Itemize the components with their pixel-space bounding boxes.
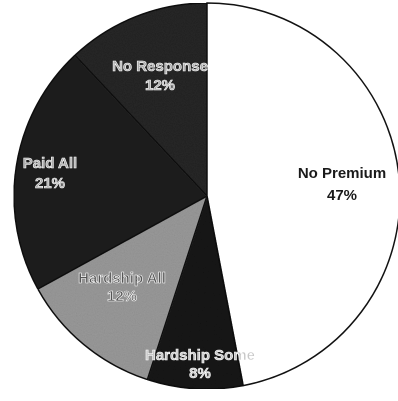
pie-slice-no-premium (206, 2, 398, 387)
pie-slice-paid-all (13, 54, 209, 290)
slice-label-no-response: No Response (112, 58, 208, 75)
slice-label-no-premium: No Premium (298, 165, 386, 182)
pie-slices (13, 2, 398, 390)
slice-value-no-response: 12% (145, 77, 175, 94)
slice-value-hardship-some: 8% (189, 365, 211, 382)
slice-value-no-premium: 47% (327, 187, 357, 204)
pie-slice-no-response (73, 2, 208, 198)
slice-label-hardship-all: Hardship All (78, 270, 166, 287)
pie-slice-hardship-some (146, 195, 245, 390)
slice-value-paid-all: 21% (35, 175, 65, 192)
slice-label-paid-all: Paid All (23, 155, 77, 172)
slice-value-hardship-all: 12% (107, 288, 137, 305)
slice-label-hardship-some: Hardship Some (145, 347, 255, 364)
pie-slice-hardship-all (36, 194, 209, 381)
